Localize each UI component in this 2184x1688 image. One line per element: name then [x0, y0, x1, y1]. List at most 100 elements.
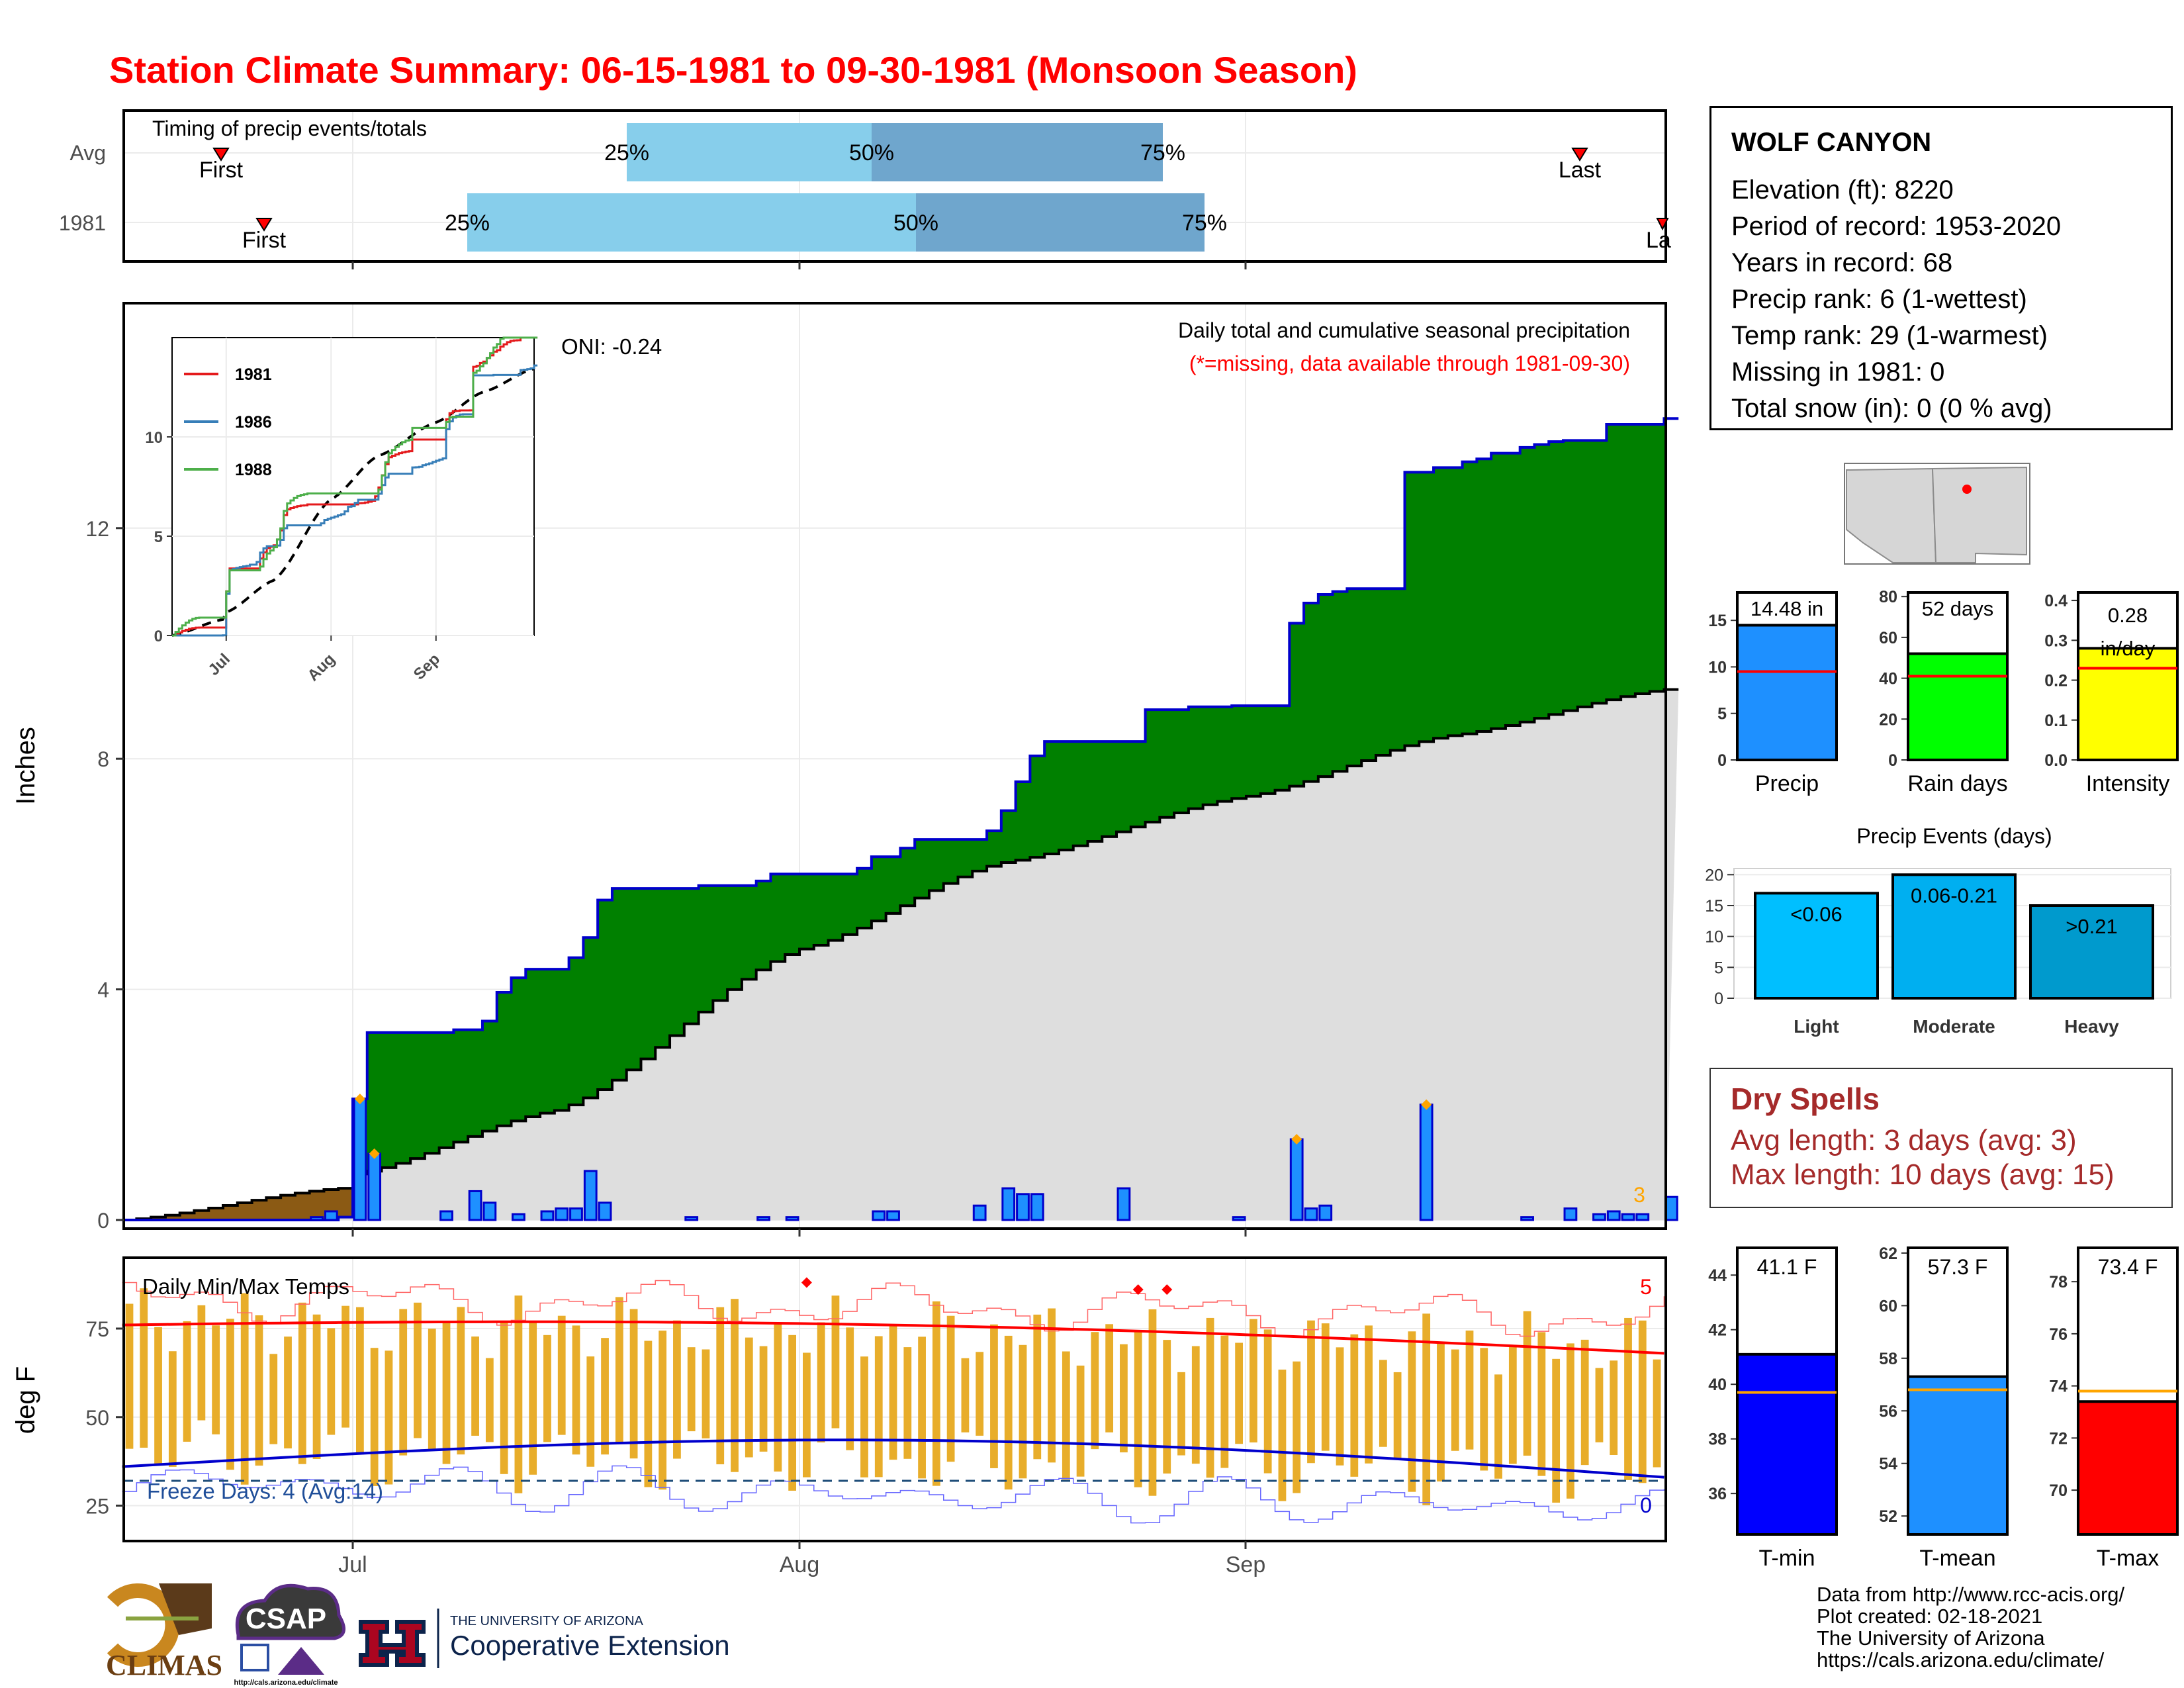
daily-temp-bar — [1148, 1309, 1157, 1496]
daily-temp-bar — [557, 1315, 566, 1435]
daily-temp-bar — [312, 1314, 321, 1459]
daily-temp-bar — [543, 1335, 551, 1442]
temp-y-tick-label: 75 — [85, 1317, 109, 1341]
ua-small-text: THE UNIVERSITY OF ARIZONA — [450, 1614, 644, 1628]
temp-summary-y-tick-label: 56 — [1879, 1402, 1897, 1421]
climas-logo-text: CLIMAS — [106, 1649, 222, 1681]
avg-q50-q75-bar — [872, 123, 1163, 181]
season-y-tick-label: 0.0 — [2044, 751, 2068, 770]
inset-legend-label: 1988 — [235, 461, 272, 479]
avg-max-temp-line — [122, 1320, 1664, 1355]
temp-summary-category-label: T-max — [2097, 1546, 2159, 1571]
inset-y-tick-label: 0 — [154, 628, 163, 645]
temp-summary-y-tick-label: 38 — [1708, 1430, 1727, 1449]
daily-temp-bar — [1537, 1332, 1546, 1476]
surplus-area — [353, 418, 1666, 1174]
events-value-label: >0.21 — [2066, 915, 2117, 938]
daily-temp-bar — [1076, 1365, 1085, 1477]
season-value-label: 14.48 in — [1751, 597, 1823, 620]
temp-y-tick-label: 50 — [85, 1406, 109, 1430]
y1981-q50-label: 50% — [893, 211, 938, 236]
freeze-days-label: Freeze Days: 4 (Avg:14) — [147, 1479, 383, 1503]
inset-y-tick-label: 5 — [154, 528, 163, 546]
temp-count-top: 5 — [1640, 1275, 1652, 1299]
y1981-last-label: La — [1646, 228, 1671, 253]
daily-temp-bar — [212, 1325, 220, 1434]
daily-temp-bar — [529, 1321, 537, 1475]
season-category-label: Precip — [1755, 771, 1819, 796]
daily-temp-bar — [399, 1309, 408, 1456]
season-y-tick-label: 80 — [1879, 588, 1897, 606]
daily-temp-bar — [702, 1349, 710, 1438]
record-min-line — [122, 1465, 1666, 1524]
temp-summary-bar-0 — [1737, 1354, 1837, 1534]
station-name: WOLF CANYON — [1731, 128, 1932, 157]
station-period: Period of record: 1953-2020 — [1731, 212, 2062, 241]
daily-temp-bar — [745, 1337, 753, 1458]
daily-precip-bar — [1116, 1187, 1131, 1221]
timing-label: Timing of precip events/totals — [152, 117, 427, 140]
daily-temp-bar — [615, 1297, 623, 1443]
daily-precip-bar — [1318, 1204, 1333, 1221]
season-value-label: 0.28 — [2108, 604, 2148, 627]
season-y-tick-label: 15 — [1708, 612, 1727, 630]
temp-x-tick-label: Aug — [780, 1552, 820, 1577]
daily-precip-bar — [1664, 1196, 1678, 1221]
daily-temp-bar — [226, 1319, 234, 1470]
daily-precip-bar — [555, 1207, 569, 1221]
daily-temp-bar — [687, 1347, 696, 1432]
daily-temp-bar — [428, 1329, 436, 1450]
daily-precip-marker — [1421, 1099, 1432, 1110]
daily-temp-bar — [1508, 1346, 1517, 1464]
daily-temp-bar — [370, 1348, 379, 1486]
daily-temp-bar — [1336, 1347, 1344, 1466]
events-y-tick-label: 10 — [1705, 928, 1723, 947]
daily-temp-bar — [1365, 1325, 1373, 1464]
daily-precip-marker — [369, 1148, 380, 1159]
daily-precip-bar — [569, 1207, 583, 1221]
daily-temp-bar — [1624, 1317, 1632, 1480]
y1981-first-label: First — [242, 228, 287, 253]
daily-precip-bar — [972, 1204, 987, 1221]
daily-temp-bar — [889, 1325, 897, 1460]
daily-temp-bar — [629, 1309, 638, 1459]
temp-panel-label: Daily Min/Max Temps — [142, 1274, 349, 1299]
temp-summary-bar-1 — [1908, 1376, 2007, 1534]
daily-temp-bar — [1004, 1335, 1013, 1490]
record-temp-marker — [1132, 1284, 1144, 1295]
temp-summary-y-tick-label: 40 — [1708, 1376, 1727, 1394]
daily-temp-bar — [586, 1356, 595, 1467]
y1981-q75-label: 75% — [1182, 211, 1227, 236]
daily-temp-bar — [788, 1335, 796, 1491]
daily-temp-bar — [716, 1307, 725, 1465]
daily-temp-bar — [154, 1327, 162, 1465]
avg-q75-label: 75% — [1140, 140, 1185, 165]
daily-temp-bar — [1134, 1330, 1142, 1487]
season-y-tick-label: 20 — [1879, 710, 1897, 729]
season-y-tick-label: 0.1 — [2044, 712, 2068, 730]
station-precip-rank: Precip rank: 6 (1-wettest) — [1731, 285, 2027, 314]
daily-precip-bar — [512, 1213, 525, 1221]
daily-precip-bar — [1621, 1213, 1635, 1221]
season-y-tick-label: 0 — [1717, 751, 1727, 770]
events-value-label: 0.06-0.21 — [1911, 884, 1997, 907]
precip-y-tick-label: 8 — [97, 747, 109, 771]
season-value-unit: in/day — [2101, 637, 2156, 660]
precip-caption-missing: (*=missing, data available through 1981-… — [1189, 352, 1630, 375]
daily-precip-bar — [598, 1201, 612, 1221]
daily-temp-bar — [673, 1320, 681, 1459]
avg-q25-label: 25% — [604, 140, 649, 165]
daily-temp-bar — [255, 1315, 263, 1466]
record-temp-marker — [801, 1277, 812, 1288]
avg-last-marker — [1571, 148, 1588, 162]
events-y-tick-label: 15 — [1705, 897, 1723, 915]
daily-temp-bar — [1422, 1313, 1431, 1505]
daily-temp-bar — [442, 1321, 451, 1464]
precip-y-tick-label: 0 — [97, 1209, 109, 1233]
avg-first-label: First — [199, 158, 244, 183]
daily-precip-bar — [1563, 1207, 1578, 1221]
daily-temp-bar — [1105, 1324, 1114, 1432]
